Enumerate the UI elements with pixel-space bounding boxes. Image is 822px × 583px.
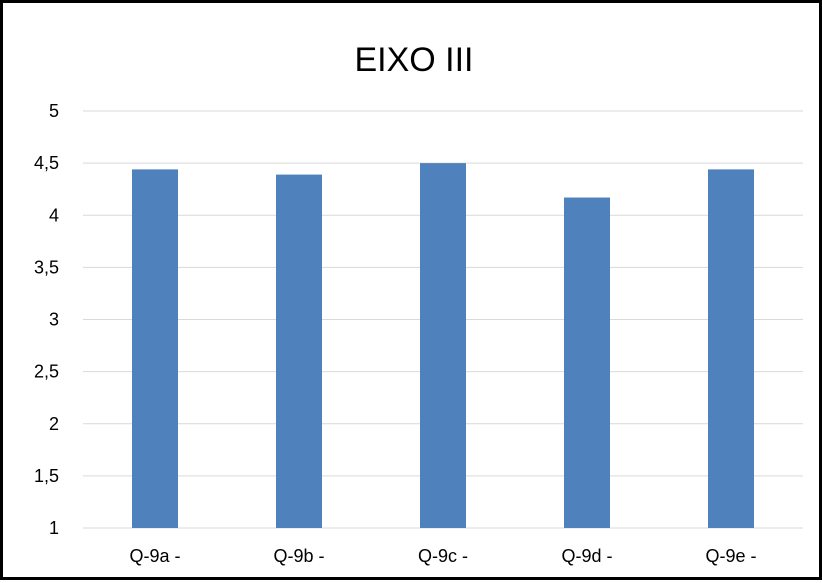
- y-tick-label: 2: [49, 414, 59, 434]
- chart-title: EIXO III: [354, 41, 474, 79]
- chart-plot: 1 1,5 2 2,5 3 3,5 4 4,5 5 Q-9a - Q-9b - Q-9c - Q-9d…: [34, 101, 803, 566]
- x-tick-label: Q-9b -: [273, 546, 324, 566]
- bars: [132, 163, 754, 528]
- y-tick-label: 4,5: [34, 153, 59, 173]
- bar: [276, 174, 322, 528]
- y-tick-labels: 1 1,5 2 2,5 3 3,5 4 4,5 5: [34, 101, 59, 538]
- y-tick-label: 3: [49, 310, 59, 330]
- x-tick-label: Q-9e -: [705, 546, 756, 566]
- y-tick-label: 1: [49, 518, 59, 538]
- x-tick-label: Q-9a -: [129, 546, 180, 566]
- bar: [708, 169, 754, 528]
- y-tick-label: 4: [49, 205, 59, 225]
- x-tick-label: Q-9d -: [561, 546, 612, 566]
- y-tick-label: 1,5: [34, 466, 59, 486]
- x-tick-label: Q-9c -: [418, 546, 468, 566]
- bar: [564, 197, 610, 528]
- y-tick-label: 2,5: [34, 362, 59, 382]
- y-tick-label: 5: [49, 101, 59, 121]
- bar: [420, 163, 466, 528]
- x-tick-labels: Q-9a - Q-9b - Q-9c - Q-9d - Q-9e -: [129, 546, 756, 566]
- bar: [132, 169, 178, 528]
- y-tick-label: 3,5: [34, 257, 59, 277]
